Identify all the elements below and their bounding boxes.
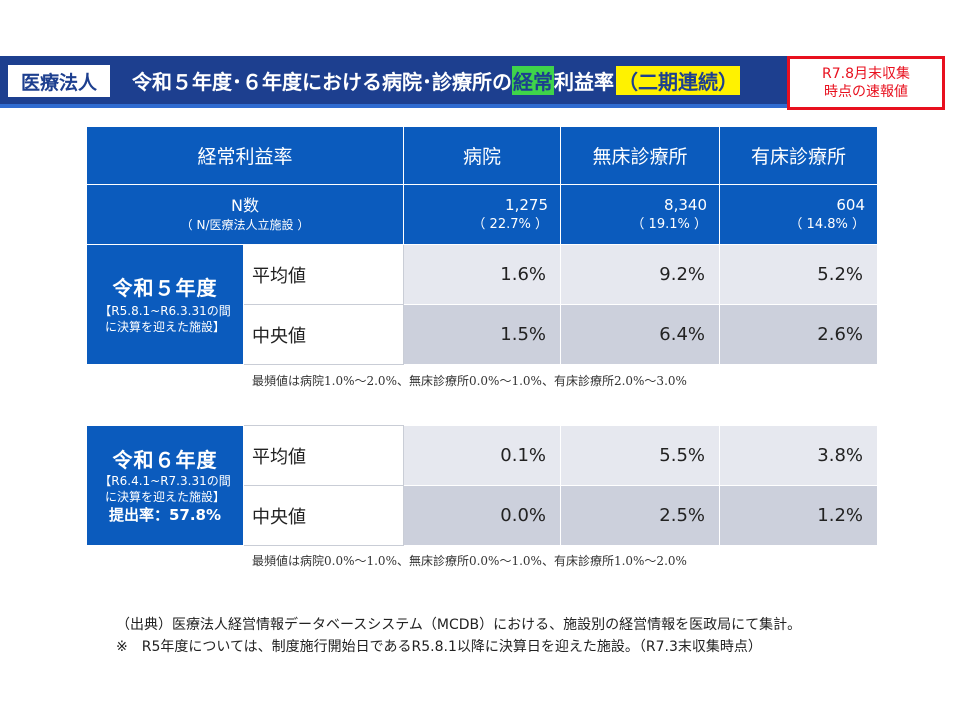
title-highlight: 経常 — [512, 65, 554, 95]
n-count-value: 1,275 — [505, 195, 548, 214]
table-header-row: 経常利益率 病院 無床診療所 有床診療所 — [86, 126, 878, 185]
r6-median-clinic-bed: 1.2% — [719, 485, 878, 546]
r6-mean-row: 令和６年度 【R6.4.1~R7.3.31の間に決算を迎えた施設】 提出率：57… — [86, 425, 878, 546]
column-header-clinic-bed: 有床診療所 — [719, 126, 878, 185]
title-text-mid: 利益率 — [554, 69, 614, 94]
r5-year-name: 令和５年度 — [112, 275, 218, 300]
r6-year-cell: 令和６年度 【R6.4.1~R7.3.31の間に決算を迎えた施設】 提出率：57… — [86, 425, 244, 546]
column-header-metric: 経常利益率 — [86, 126, 404, 185]
r6-mean-clinic-bed: 3.8% — [719, 425, 878, 486]
notice-box: R7.8月末収集 時点の速報値 — [787, 56, 945, 110]
r6-mean-clinic-nobed: 5.5% — [560, 425, 720, 486]
n-count-label: N数 （ N/医療法人立施設 ） — [86, 184, 404, 245]
r6-median-hospital: 0.0% — [403, 485, 561, 546]
r6-submission-rate: 提出率：57.8% — [108, 505, 222, 524]
notice-line-1: R7.8月末収集 — [822, 66, 910, 82]
r5-mean-row: 令和５年度 【R5.8.1~R6.3.31の間に決算を迎えた施設】 平均値 1.… — [86, 244, 878, 365]
r6-mean-hospital: 0.1% — [403, 425, 561, 486]
metric-label-median: 中央値 — [243, 485, 404, 546]
r6-median-row: 中央値 0.0% 2.5% 1.2% — [87, 485, 878, 546]
r5-year-cell: 令和５年度 【R5.8.1~R6.3.31の間に決算を迎えた施設】 — [86, 244, 244, 365]
column-header-hospital: 病院 — [403, 126, 561, 185]
source-line: （出典）医療法人経営情報データベースシステム（MCDB）における、施設別の経営情… — [116, 617, 802, 633]
n-ratio-value: （ 22.7% ） — [472, 216, 548, 232]
column-header-clinic-nobed: 無床診療所 — [560, 126, 720, 185]
r5-mean-hospital: 1.6% — [403, 244, 561, 305]
r5-median-hospital: 1.5% — [403, 304, 561, 365]
r5-median-clinic-nobed: 6.4% — [560, 304, 720, 365]
n-count-value: 8,340 — [664, 195, 707, 214]
n-ratio-value: （ 14.8% ） — [789, 216, 865, 232]
footnote-line: ※ R5年度については、制度施行開始日であるR5.8.1以降に決算日を迎えた施設… — [116, 639, 762, 655]
metric-label-median: 中央値 — [243, 304, 404, 365]
n-clinic-nobed: 8,340 （ 19.1% ） — [560, 184, 720, 245]
r5-mean-clinic-bed: 5.2% — [719, 244, 878, 305]
metric-label-mean: 平均値 — [243, 244, 404, 305]
profit-table-r5: 経常利益率 病院 無床診療所 有床診療所 N数 （ N/医療法人立施設 ） 1,… — [86, 126, 878, 365]
n-count-row: N数 （ N/医療法人立施設 ） 1,275 （ 22.7% ） 8,340 （… — [86, 184, 878, 245]
source-notes: （出典）医療法人経営情報データベースシステム（MCDB）における、施設別の経営情… — [116, 614, 801, 658]
n-count-value: 604 — [836, 195, 865, 214]
page-title: 令和５年度･６年度における病院･診療所の 経常 利益率 （二期連続） — [132, 58, 740, 102]
title-badge: （二期連続） — [616, 65, 740, 95]
metric-label-mean: 平均値 — [243, 425, 404, 486]
r6-year-name: 令和６年度 — [112, 447, 218, 472]
category-tag: 医療法人 — [6, 63, 112, 99]
r5-year-range: 【R5.8.1~R6.3.31の間に決算を迎えた施設】 — [99, 303, 231, 334]
r5-median-clinic-bed: 2.6% — [719, 304, 878, 365]
mode-note-r5: 最頻値は病院1.0%～2.0%、無床診療所0.0%～1.0%、有床診療所2.0%… — [252, 374, 687, 388]
notice-line-2: 時点の速報値 — [824, 84, 908, 100]
n-ratio-value: （ 19.1% ） — [631, 216, 707, 232]
r5-median-row: 中央値 1.5% 6.4% 2.6% — [87, 304, 878, 365]
n-label: N数 — [231, 195, 259, 215]
mode-note-r6: 最頻値は病院0.0%～1.0%、無床診療所0.0%～1.0%、有床診療所1.0%… — [252, 554, 687, 568]
n-clinic-bed: 604 （ 14.8% ） — [719, 184, 878, 245]
r6-year-range: 【R6.4.1~R7.3.31の間に決算を迎えた施設】 — [99, 473, 231, 504]
n-hospital: 1,275 （ 22.7% ） — [403, 184, 561, 245]
r6-median-clinic-nobed: 2.5% — [560, 485, 720, 546]
profit-table-r6: 令和６年度 【R6.4.1~R7.3.31の間に決算を迎えた施設】 提出率：57… — [86, 425, 878, 546]
r5-mean-clinic-nobed: 9.2% — [560, 244, 720, 305]
n-sublabel: （ N/医療法人立施設 ） — [180, 217, 310, 232]
header-underline — [0, 104, 790, 108]
title-text: 令和５年度･６年度における病院･診療所の — [132, 69, 512, 94]
